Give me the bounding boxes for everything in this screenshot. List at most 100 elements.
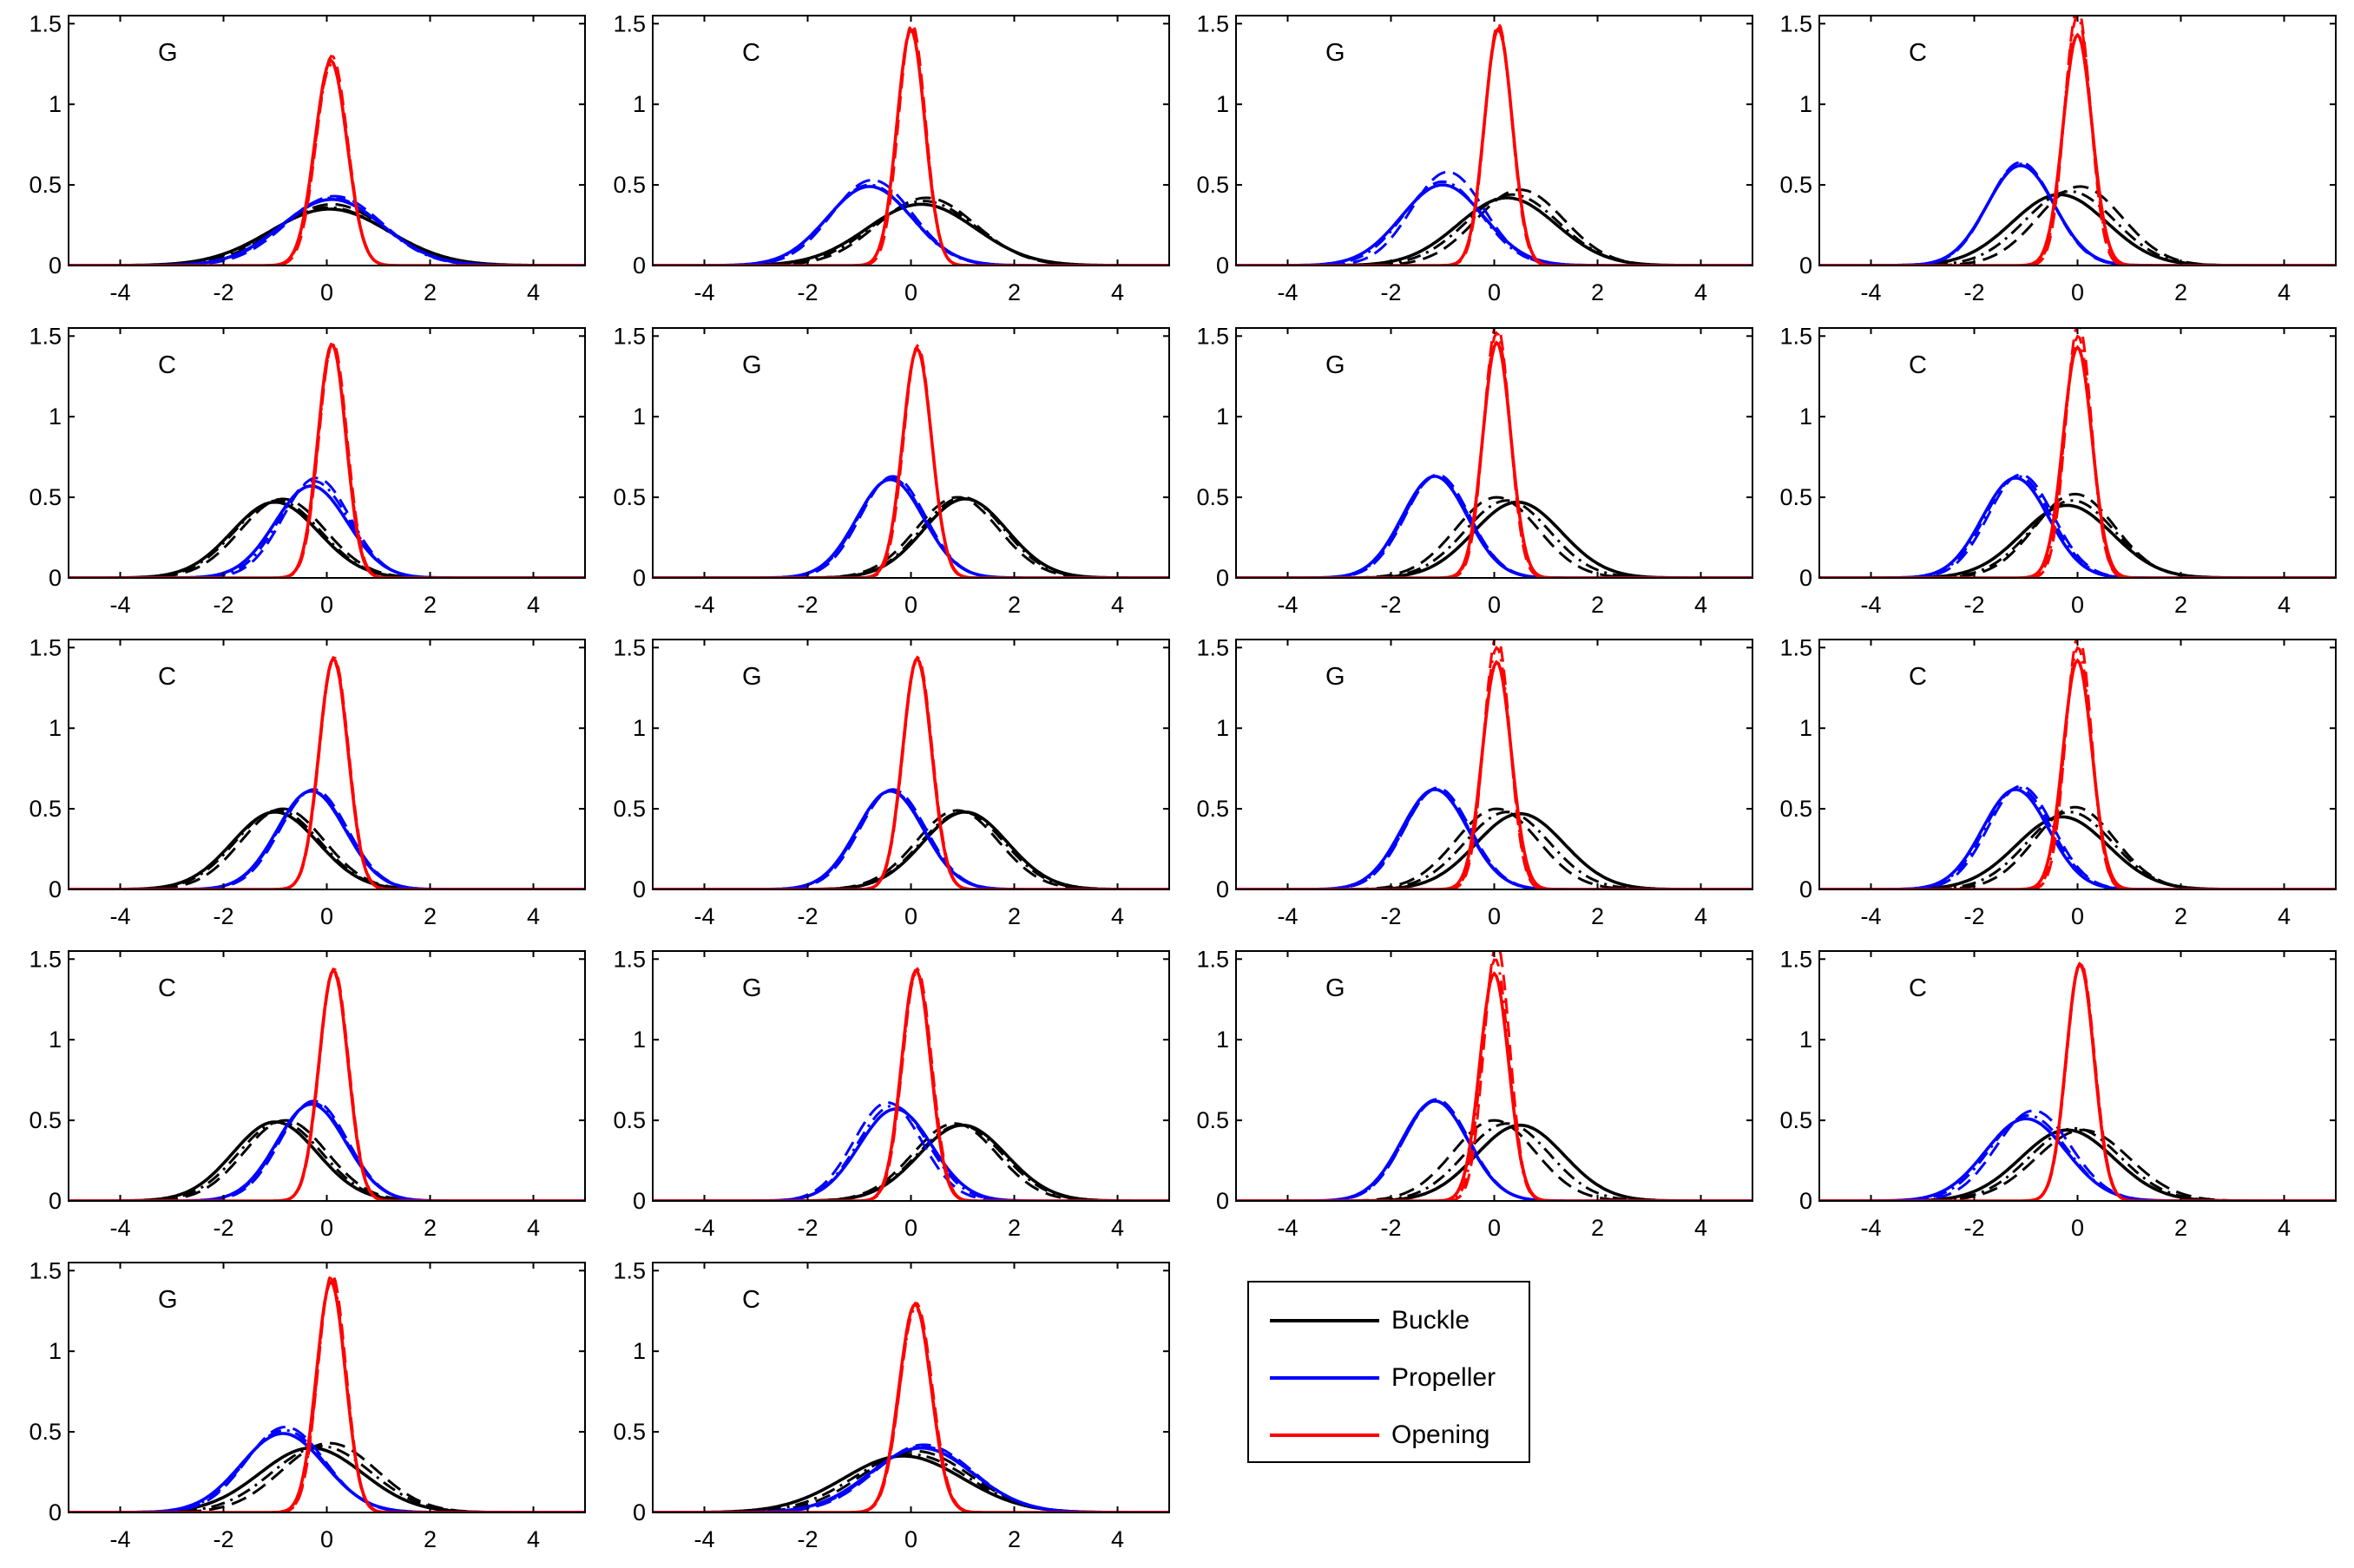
curve-opening-2 [1236, 943, 1752, 1201]
y-tick-label: 1 [49, 403, 62, 430]
y-tick-label: 1.5 [29, 946, 62, 972]
curve-buckle-1 [69, 209, 585, 266]
y-tick-label: 1.5 [1779, 946, 1812, 972]
x-tick-label: -2 [797, 279, 818, 305]
y-tick-label: 0.5 [613, 484, 646, 510]
curve-buckle-1 [653, 1125, 1169, 1201]
y-tick-label: 0.5 [1779, 172, 1812, 198]
y-tick-label: 0.5 [1779, 1107, 1812, 1133]
panel-base-label: G [158, 39, 178, 67]
panel-17: -4 -2 0 2 400.511.5G [29, 1257, 585, 1552]
x-tick-label: -2 [1963, 279, 1984, 305]
axes-frame [1819, 328, 2336, 578]
x-tick-label: -2 [797, 1215, 818, 1241]
panel-3: -4 -2 0 2 4 0 0.5 1 1.5 G [1196, 10, 1752, 305]
x-tick-label: 0 [2071, 592, 2084, 618]
y-tick-label: 0.5 [1196, 484, 1229, 510]
x-tick-label: 0 [320, 1526, 333, 1552]
panel-curves [653, 1303, 1169, 1512]
curve-opening-2 [69, 1275, 585, 1513]
panel-curves [1819, 635, 2336, 889]
y-tick-label: 0.5 [29, 796, 62, 822]
legend-label-buckle: Buckle [1391, 1305, 1470, 1336]
x-tick-label: -2 [797, 592, 818, 618]
axes-frame [69, 1263, 585, 1512]
panel-base-label: C [158, 974, 176, 1002]
y-tick-label: 0.5 [1196, 172, 1229, 198]
panel-curves [69, 969, 585, 1201]
panel-curves [69, 1275, 585, 1513]
x-tick-label: -4 [694, 279, 714, 305]
curve-buckle-1 [1819, 194, 2336, 266]
y-tick-label: 0 [49, 1188, 62, 1214]
y-tick-label: 0 [1216, 565, 1229, 591]
curve-buckle-2 [69, 204, 585, 266]
x-tick-label: 4 [527, 903, 540, 929]
y-tick-label: 1.5 [1196, 634, 1229, 660]
y-tick-label: 0 [633, 1188, 646, 1214]
y-tick-label: 1 [633, 1338, 646, 1364]
curve-buckle-3 [1819, 812, 2336, 889]
curve-propeller-2 [1236, 788, 1752, 889]
x-tick-label: 2 [424, 1215, 437, 1241]
curve-propeller-1 [1236, 185, 1752, 266]
x-tick-label: 4 [1111, 903, 1124, 929]
panel-base-label: G [1325, 974, 1345, 1002]
curve-propeller-2 [1236, 475, 1752, 578]
axes-frame [69, 16, 585, 266]
legend-swatch-opening [1270, 1434, 1379, 1437]
x-tick-label: 0 [2071, 1215, 2084, 1241]
x-tick-label: 0 [320, 903, 333, 929]
curve-opening-1 [69, 1282, 585, 1512]
curve-opening-1 [1236, 662, 1752, 889]
curve-buckle-3 [653, 812, 1169, 889]
axes-frame [1819, 640, 2336, 889]
x-tick-label: 4 [2278, 279, 2291, 305]
curve-opening-3 [69, 64, 585, 266]
x-tick-label: 2 [424, 592, 437, 618]
curve-opening-2 [1819, 324, 2336, 578]
curve-propeller-1 [1819, 790, 2336, 889]
x-tick-label: -4 [694, 592, 714, 618]
x-tick-label: 4 [527, 1215, 540, 1241]
curve-opening-3 [69, 660, 585, 889]
curve-buckle-1 [653, 1456, 1169, 1512]
curve-buckle-1 [1236, 814, 1752, 889]
curve-opening-1 [1236, 343, 1752, 578]
x-tick-label: 0 [904, 903, 917, 929]
x-tick-label: 2 [1591, 279, 1604, 305]
panel-base-label: C [158, 663, 176, 691]
x-tick-label: -2 [213, 279, 233, 305]
panel-2: -4 -2 0 2 4 0 0.5 1 1.5 C [613, 10, 1169, 305]
y-tick-label: 1.5 [613, 634, 646, 660]
curve-propeller-2 [653, 790, 1169, 889]
x-tick-label: 2 [1591, 592, 1604, 618]
curve-buckle-2 [653, 198, 1169, 266]
panel-16: -4 -2 0 2 400.511.5C [1779, 946, 2336, 1241]
axes-frame [1236, 951, 1752, 1201]
curve-propeller-3 [69, 791, 585, 889]
x-tick-label: 2 [1591, 903, 1604, 929]
curve-opening-1 [69, 344, 585, 578]
panel-base-label: G [1325, 663, 1345, 691]
x-tick-label: -2 [213, 1215, 233, 1241]
y-tick-label: 1 [633, 91, 646, 117]
panel-7: -4 -2 0 2 400.511.5G [1196, 323, 1752, 618]
x-tick-label: 4 [527, 1526, 540, 1552]
y-tick-label: 1.5 [1779, 10, 1812, 36]
x-tick-label: 0 [320, 592, 333, 618]
x-tick-label: 4 [1111, 1215, 1124, 1241]
curve-buckle-3 [653, 201, 1169, 266]
y-tick-label: 1.5 [1779, 323, 1812, 349]
curve-buckle-3 [1819, 192, 2336, 266]
panel-18: -4 -2 0 2 4 0 0.5 1 1.5 C [613, 1257, 1169, 1552]
y-tick-label: 0 [1799, 1188, 1812, 1214]
panel-8: -4 -2 0 2 400.511.5C [1779, 323, 2336, 618]
x-tick-label: 2 [1008, 592, 1021, 618]
x-tick-label: 2 [424, 1526, 437, 1552]
panel-curves [69, 658, 585, 889]
panel-base-label: C [742, 1286, 760, 1314]
legend-swatch-buckle [1270, 1319, 1379, 1322]
y-tick-label: 0 [633, 1499, 646, 1525]
curve-buckle-2 [69, 1443, 585, 1512]
